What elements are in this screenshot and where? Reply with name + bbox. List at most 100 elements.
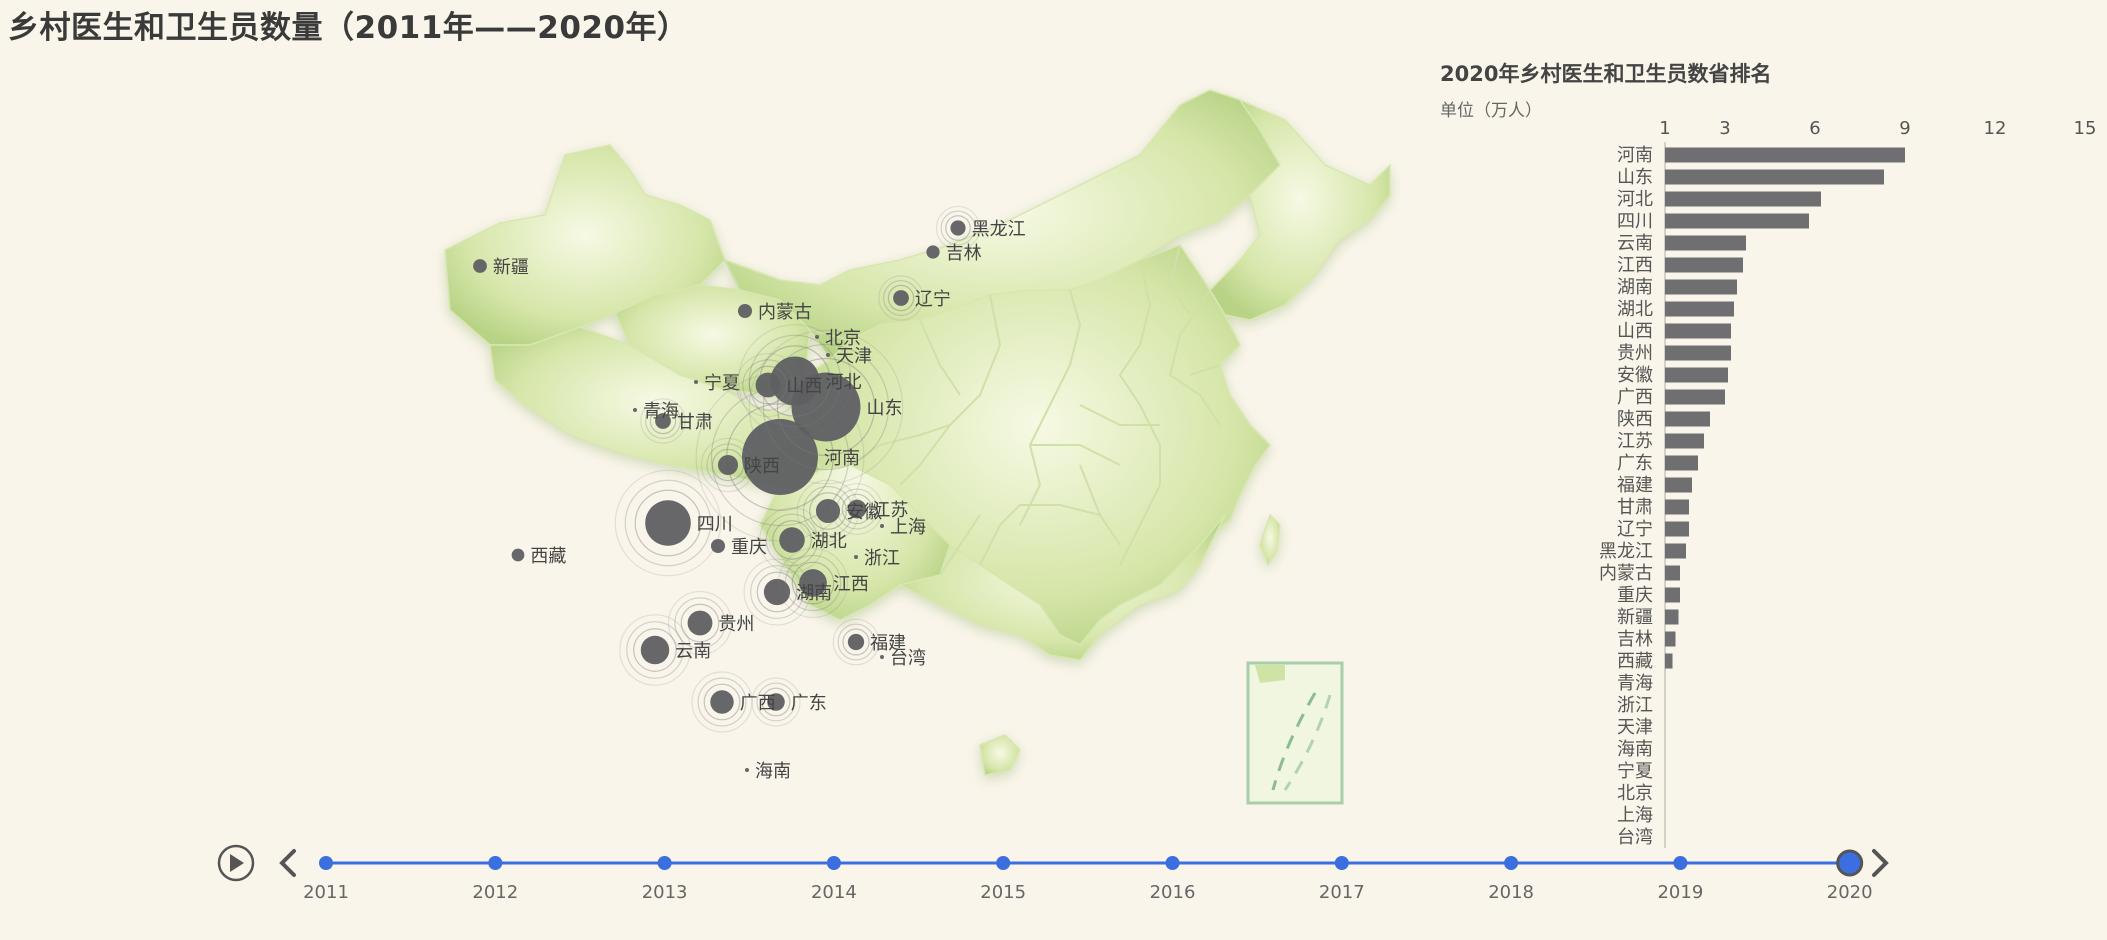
- province-bubble[interactable]: [770, 356, 820, 406]
- province-bubble[interactable]: [847, 633, 865, 651]
- province-bubble[interactable]: [710, 538, 726, 554]
- bar[interactable]: [1665, 389, 1725, 405]
- timeline-year-label[interactable]: 2019: [1657, 882, 1703, 903]
- timeline-point[interactable]: [1334, 856, 1349, 870]
- x-tick-label: 12: [1984, 118, 2007, 139]
- province-label: 湖南: [796, 583, 832, 604]
- province-bubble[interactable]: [893, 290, 909, 306]
- province-bubble[interactable]: [815, 498, 841, 524]
- province-bubble[interactable]: [640, 635, 670, 665]
- bar[interactable]: [1665, 257, 1743, 273]
- bar[interactable]: [1665, 235, 1746, 251]
- province-bubble[interactable]: [880, 524, 884, 528]
- province-label: 黑龙江: [972, 219, 1026, 240]
- timeline-year-label[interactable]: 2016: [1150, 882, 1196, 903]
- province-bubble[interactable]: [815, 335, 819, 339]
- province-bubble[interactable]: [745, 768, 749, 772]
- province-bubble[interactable]: [687, 610, 713, 636]
- bar[interactable]: [1665, 565, 1680, 581]
- province-label: 宁夏: [704, 373, 740, 394]
- bubble-ripple: [878, 275, 924, 321]
- category-label: 浙江: [1617, 695, 1653, 716]
- bubble-ripple: [842, 628, 870, 656]
- province-bubble[interactable]: [633, 408, 637, 412]
- bar[interactable]: [1665, 323, 1731, 339]
- timeline-year-label[interactable]: 2015: [980, 882, 1026, 903]
- province-bubble[interactable]: [710, 690, 734, 714]
- bar[interactable]: [1665, 609, 1679, 625]
- province-label: 广西: [740, 693, 776, 714]
- timeline-current-marker[interactable]: [1836, 849, 1864, 877]
- province-bubble[interactable]: [717, 454, 739, 476]
- timeline-point[interactable]: [488, 856, 503, 870]
- province-bubble[interactable]: [763, 578, 791, 606]
- timeline-point[interactable]: [319, 856, 333, 870]
- category-label: 四川: [1617, 211, 1653, 232]
- bar[interactable]: [1665, 631, 1676, 647]
- bar[interactable]: [1665, 411, 1710, 427]
- bubble-ripple: [883, 280, 919, 316]
- bar[interactable]: [1665, 455, 1698, 471]
- play-icon[interactable]: [217, 844, 255, 882]
- timeline-year-label[interactable]: 2017: [1319, 882, 1365, 903]
- bubble-ripple: [841, 493, 873, 525]
- timeline-point[interactable]: [1673, 856, 1688, 870]
- province-bubble[interactable]: [737, 303, 753, 319]
- province-bubble[interactable]: [755, 372, 781, 398]
- province-bubble[interactable]: [779, 527, 805, 553]
- bar[interactable]: [1665, 301, 1734, 317]
- province-bubble[interactable]: [742, 419, 818, 495]
- province-bubble[interactable]: [645, 500, 691, 546]
- chevron-left-icon[interactable]: [279, 849, 296, 877]
- province-bubble[interactable]: [880, 655, 884, 659]
- bar[interactable]: [1665, 653, 1673, 669]
- timeline-year-label[interactable]: 2011: [303, 882, 349, 903]
- bar[interactable]: [1665, 345, 1731, 361]
- bar[interactable]: [1665, 521, 1689, 537]
- province-bubble[interactable]: [926, 245, 940, 259]
- category-label: 安徽: [1617, 365, 1653, 386]
- timeline-point[interactable]: [1504, 856, 1519, 870]
- bubble-ripple: [762, 343, 890, 471]
- bar[interactable]: [1665, 279, 1737, 295]
- province-bubble[interactable]: [826, 353, 830, 357]
- province-bubble[interactable]: [767, 693, 785, 711]
- bar[interactable]: [1665, 477, 1692, 493]
- province-bubble[interactable]: [799, 569, 827, 597]
- bar[interactable]: [1665, 587, 1680, 603]
- bubble-ripple: [759, 507, 825, 573]
- timeline-point[interactable]: [996, 856, 1011, 870]
- bar[interactable]: [1665, 213, 1809, 229]
- province-label: 上海: [890, 517, 926, 538]
- province-bubble[interactable]: [854, 555, 858, 559]
- province-bubble[interactable]: [655, 413, 671, 429]
- timeline-year-label[interactable]: 2020: [1827, 882, 1873, 903]
- bar[interactable]: [1665, 169, 1884, 185]
- timeline-year-label[interactable]: 2013: [642, 882, 688, 903]
- province-bubble[interactable]: [473, 259, 487, 273]
- timeline-year-label[interactable]: 2014: [811, 882, 857, 903]
- bubble-ripple: [703, 683, 741, 721]
- ranking-unit: 单位（万人）: [1440, 101, 1542, 121]
- timeline-point[interactable]: [657, 856, 672, 870]
- province-bubble[interactable]: [694, 380, 698, 384]
- bar[interactable]: [1665, 191, 1821, 207]
- bar[interactable]: [1665, 543, 1686, 559]
- category-label: 山东: [1617, 167, 1653, 188]
- category-label: 山西: [1617, 321, 1653, 342]
- province-bubble[interactable]: [511, 548, 525, 562]
- bar[interactable]: [1665, 367, 1728, 383]
- province-label: 河南: [824, 448, 860, 469]
- timeline-point[interactable]: [1165, 856, 1180, 870]
- timeline[interactable]: 2011 2012 2013 2014 2015 2016 2017 2018 2019 2020: [200, 830, 1900, 930]
- province-bubble[interactable]: [950, 220, 966, 236]
- bar[interactable]: [1665, 499, 1689, 515]
- timeline-year-label[interactable]: 2018: [1488, 882, 1534, 903]
- province-bubble[interactable]: [847, 499, 867, 519]
- chevron-right-icon[interactable]: [1872, 849, 1889, 877]
- bar[interactable]: [1665, 433, 1704, 449]
- timeline-point[interactable]: [826, 856, 841, 870]
- bar[interactable]: [1665, 147, 1905, 163]
- timeline-year-label[interactable]: 2012: [472, 882, 518, 903]
